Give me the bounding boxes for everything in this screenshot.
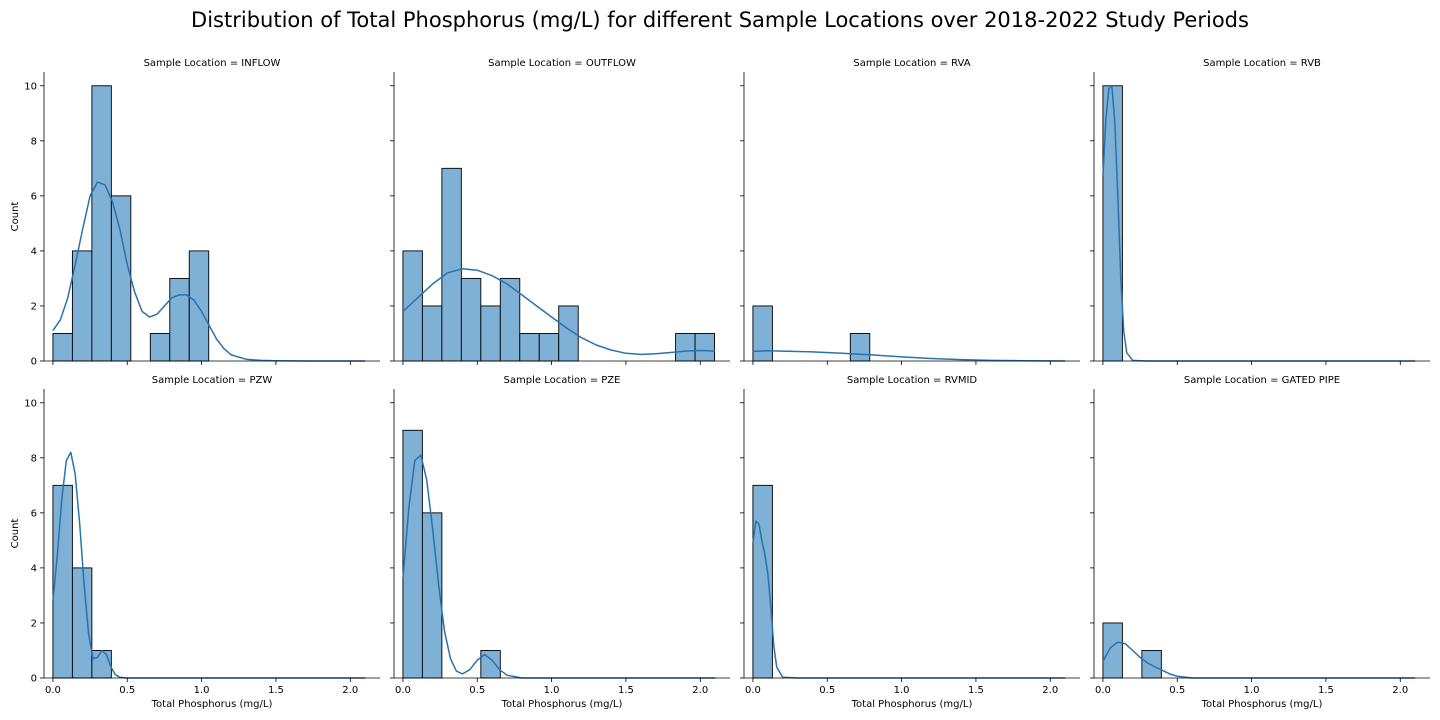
- panel-title: Sample Location = RVA: [853, 58, 970, 69]
- x-tick-label: 1.5: [968, 685, 984, 696]
- panel-title: Sample Location = OUTFLOW: [488, 58, 636, 69]
- y-tick-label: 10: [24, 81, 37, 92]
- histogram-bar: [460, 277, 482, 362]
- y-tick-label: 6: [31, 191, 37, 202]
- y-tick-label: 10: [24, 398, 37, 409]
- histogram-bar: [149, 333, 171, 362]
- x-axis-label: Total Phosphorus (mg/L): [1201, 699, 1323, 710]
- x-tick-label: 0.0: [45, 685, 61, 696]
- kde-curve: [752, 520, 1066, 679]
- histogram-bar: [519, 333, 540, 362]
- x-tick-label: 0.0: [395, 685, 411, 696]
- x-tick-label: 1.0: [194, 685, 210, 696]
- x-tick-label: 2.0: [342, 685, 358, 696]
- figure-title: Distribution of Total Phosphorus (mg/L) …: [191, 8, 1249, 32]
- y-tick-label: 8: [31, 453, 37, 464]
- histogram-bar: [402, 429, 423, 679]
- histogram-bar: [91, 85, 112, 362]
- kde-curve: [52, 181, 366, 362]
- kde-curve: [402, 268, 716, 356]
- y-tick-label: 0: [31, 674, 37, 685]
- histogram-bar: [441, 167, 462, 362]
- histogram-bar: [421, 512, 443, 679]
- histogram-bar: [188, 250, 210, 362]
- y-tick-label: 0: [31, 357, 37, 368]
- x-tick-label: 0.5: [119, 685, 135, 696]
- x-tick-label: 2.0: [1042, 685, 1058, 696]
- x-tick-label: 1.5: [1318, 685, 1334, 696]
- histogram-bar: [538, 333, 560, 362]
- histogram-bar: [110, 195, 132, 362]
- x-tick-label: 2.0: [692, 685, 708, 696]
- x-tick-label: 1.5: [618, 685, 634, 696]
- y-tick-label: 8: [31, 136, 37, 147]
- x-tick-label: 1.0: [894, 685, 910, 696]
- histogram-bar: [421, 305, 443, 362]
- kde-curve: [402, 454, 716, 679]
- histogram-bar: [1141, 650, 1162, 679]
- histogram-bar: [849, 333, 871, 362]
- histogram-bar: [402, 250, 423, 362]
- histogram-bar: [52, 484, 73, 679]
- histogram-bar: [91, 650, 112, 679]
- y-tick-label: 2: [31, 301, 37, 312]
- y-tick-label: 2: [31, 618, 37, 629]
- x-tick-label: 0.5: [819, 685, 835, 696]
- x-tick-label: 0.0: [745, 685, 761, 696]
- histogram-bar: [1102, 622, 1123, 679]
- x-tick-label: 1.5: [268, 685, 284, 696]
- y-axis-label: Count: [10, 202, 21, 232]
- x-axis-label: Total Phosphorus (mg/L): [851, 699, 973, 710]
- histogram-bar: [71, 567, 93, 679]
- y-tick-label: 4: [31, 563, 37, 574]
- y-tick-label: 6: [31, 508, 37, 519]
- x-tick-label: 1.0: [544, 685, 560, 696]
- x-tick-label: 0.5: [469, 685, 485, 696]
- histogram-bar: [52, 333, 73, 362]
- panel-title: Sample Location = INFLOW: [144, 58, 281, 69]
- histogram-bar: [675, 333, 696, 362]
- y-axis-label: Count: [10, 519, 21, 549]
- x-tick-label: 2.0: [1392, 685, 1408, 696]
- panel-title: Sample Location = GATED PIPE: [1184, 375, 1340, 386]
- histogram-bar: [169, 277, 190, 362]
- x-axis-label: Total Phosphorus (mg/L): [501, 699, 623, 710]
- kde-curve: [52, 451, 366, 679]
- panel-title: Sample Location = PZW: [152, 375, 273, 386]
- x-axis-label: Total Phosphorus (mg/L): [151, 699, 273, 710]
- histogram-bar: [752, 484, 773, 679]
- histogram-bar: [480, 305, 501, 362]
- panel-title: Sample Location = RVB: [1203, 58, 1321, 69]
- histogram-bar: [694, 333, 715, 362]
- histogram-bar: [752, 305, 773, 362]
- y-tick-label: 4: [31, 246, 37, 257]
- panel-title: Sample Location = RVMID: [847, 375, 978, 386]
- kde-curve: [1102, 85, 1416, 362]
- panel-title: Sample Location = PZE: [504, 375, 621, 386]
- x-tick-label: 1.0: [1244, 685, 1260, 696]
- kde-curve: [752, 350, 1066, 362]
- x-tick-label: 0.5: [1169, 685, 1185, 696]
- x-tick-label: 0.0: [1095, 685, 1111, 696]
